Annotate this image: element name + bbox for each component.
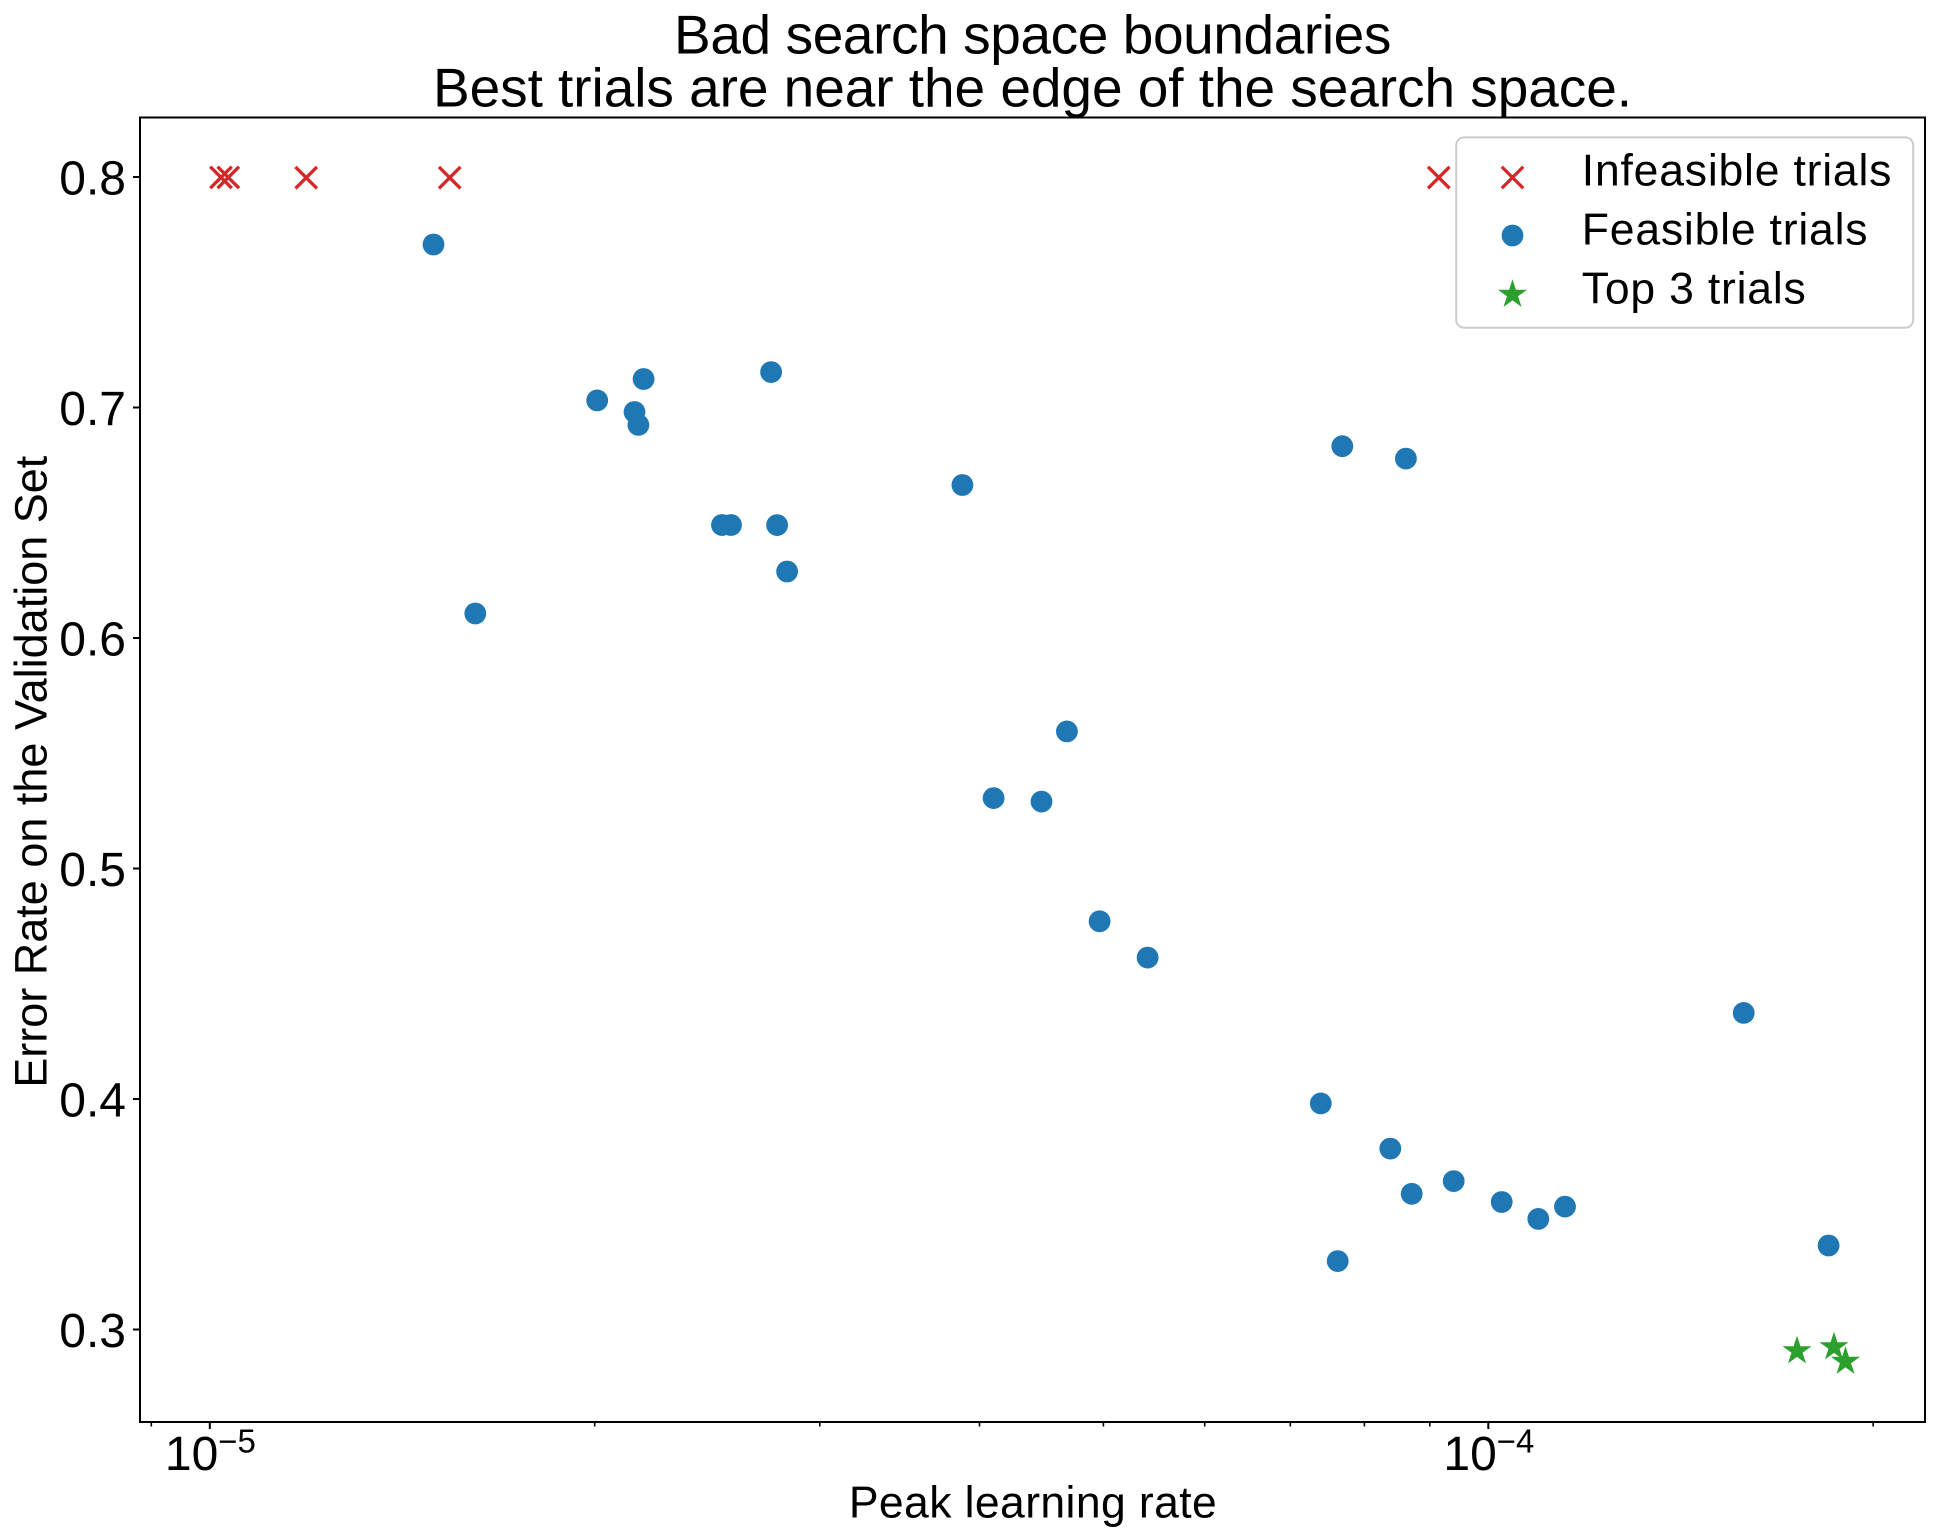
- svg-text:0.3: 0.3: [59, 1305, 126, 1358]
- svg-text:10−5: 10−5: [165, 1422, 256, 1481]
- svg-text:Bad search space boundaries: Bad search space boundaries: [674, 4, 1391, 66]
- svg-text:0.7: 0.7: [59, 383, 126, 436]
- svg-text:Top 3 trials: Top 3 trials: [1582, 265, 1807, 314]
- svg-text:Error Rate on the Validation S: Error Rate on the Validation Set: [6, 455, 57, 1088]
- svg-text:Peak learning rate: Peak learning rate: [849, 1479, 1217, 1528]
- svg-text:0.4: 0.4: [59, 1074, 126, 1127]
- svg-text:Feasible trials: Feasible trials: [1582, 206, 1869, 255]
- svg-text:Infeasible trials: Infeasible trials: [1582, 147, 1892, 196]
- svg-text:0.6: 0.6: [59, 613, 126, 666]
- svg-text:0.8: 0.8: [59, 152, 126, 205]
- svg-text:Best trials are near the edge: Best trials are near the edge of the sea…: [433, 57, 1632, 119]
- svg-text:0.5: 0.5: [59, 844, 126, 897]
